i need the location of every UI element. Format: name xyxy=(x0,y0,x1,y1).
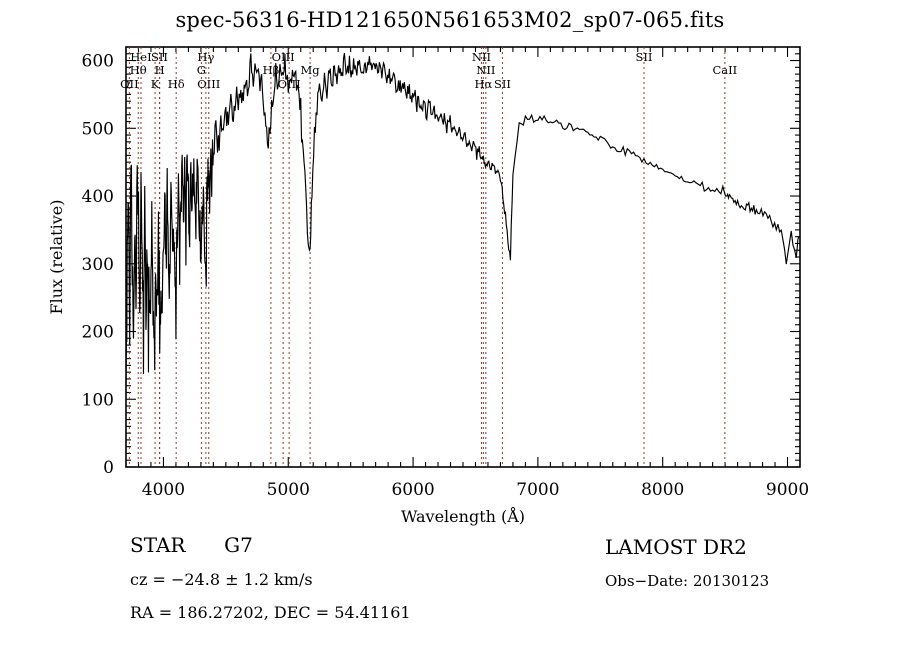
x-axis-title: Wavelength (Å) xyxy=(401,506,525,526)
object-type: STAR xyxy=(130,533,186,557)
observation-date: Obs−Date: 20130123 xyxy=(605,572,770,590)
x-tick-label: 9000 xyxy=(766,480,809,500)
spectral-line-label: SII xyxy=(494,77,511,91)
axis-titles: Wavelength (Å) Flux (relative) xyxy=(47,200,525,526)
page-title: spec-56316-HD121650N561653M02_sp07-065.f… xyxy=(175,8,725,32)
y-tick-label: 100 xyxy=(82,390,114,410)
spectrum-trace xyxy=(125,53,800,387)
spectral-line-label: Hα xyxy=(474,77,492,91)
spectral-line-label: OIII xyxy=(272,50,295,64)
star-type-line: STAR G7 xyxy=(130,533,253,557)
spectral-line-labels: OIIHθHeIKSIIHHδGHγOIIIHβOIIIOIIIMgNIIHαN… xyxy=(120,50,737,91)
spectral-class: G7 xyxy=(224,533,253,557)
spectral-line-label: H xyxy=(155,63,165,77)
redshift-velocity: cz = −24.8 ± 1.2 km/s xyxy=(130,570,313,589)
spectral-line-label: CaII xyxy=(712,63,737,77)
survey-name: LAMOST DR2 xyxy=(605,535,747,559)
spectral-line-label: G xyxy=(197,63,206,77)
axis-tick-labels: 4000 5000 6000 7000 8000 9000 0 100 200 300 400 500… xyxy=(82,52,810,500)
x-tick-label: 5000 xyxy=(267,480,310,500)
spectral-line-label: SII xyxy=(635,50,652,64)
spectral-line-label: Hδ xyxy=(168,77,185,91)
x-tick-label: 4000 xyxy=(142,480,185,500)
plot-frame xyxy=(125,46,801,468)
spectral-line-label: OII xyxy=(120,77,139,91)
y-tick-label: 0 xyxy=(103,458,114,478)
y-tick-label: 300 xyxy=(82,255,114,275)
y-tick-label: 600 xyxy=(82,52,114,72)
spectral-line-label: NII xyxy=(476,63,495,77)
x-axis-ticks xyxy=(125,47,801,467)
spectral-line-label: SII xyxy=(151,50,168,64)
y-tick-label: 200 xyxy=(82,323,114,343)
spectral-line-label: Mg xyxy=(301,63,321,77)
spectral-line-label: HeI xyxy=(130,50,151,64)
spectral-line-label: Hβ xyxy=(263,63,280,77)
x-tick-label: 6000 xyxy=(391,480,434,500)
spectral-line-label: NII xyxy=(472,50,491,64)
x-tick-label: 8000 xyxy=(641,480,684,500)
x-tick-label: 7000 xyxy=(516,480,559,500)
y-tick-label: 500 xyxy=(82,119,114,139)
y-axis-title: Flux (relative) xyxy=(47,200,66,315)
y-axis-ticks xyxy=(126,46,800,468)
y-tick-label: 400 xyxy=(82,187,114,207)
spectral-line-label: Hγ xyxy=(197,50,214,64)
spectral-line-label: OIII xyxy=(197,77,220,91)
sky-coordinates: RA = 186.27202, DEC = 54.41161 xyxy=(130,603,411,622)
spectral-line-label: OIII xyxy=(278,77,301,91)
spectral-line-label: K xyxy=(151,77,160,91)
spectral-line-label: Hθ xyxy=(130,63,147,77)
